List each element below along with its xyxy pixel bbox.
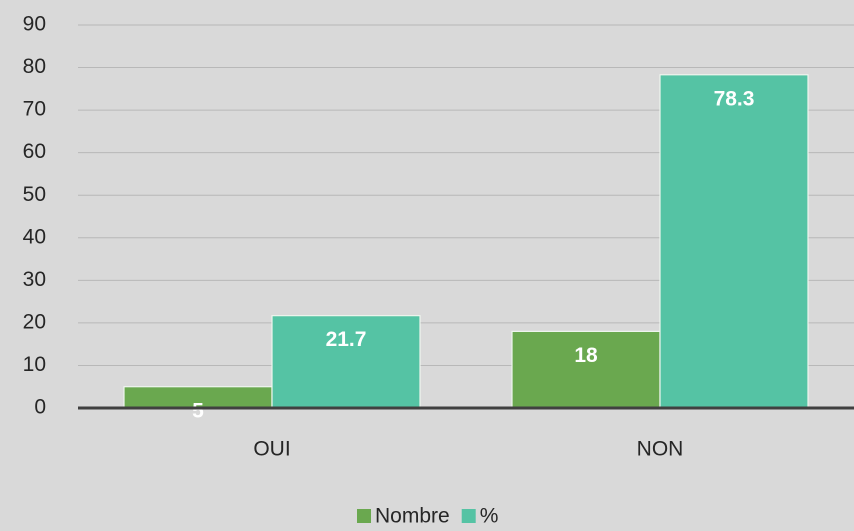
y-tick-label: 0: [34, 396, 46, 419]
y-tick-label: 90: [23, 13, 46, 36]
bar: [271, 315, 421, 409]
legend-swatch: [461, 509, 476, 523]
y-tick-label: 80: [23, 55, 46, 78]
legend-label: Nombre: [375, 505, 450, 528]
y-tick-label: 50: [23, 183, 46, 206]
x-tick-label: NON: [637, 438, 684, 461]
y-tick-label: 10: [23, 353, 46, 376]
y-tick-label: 40: [23, 225, 46, 248]
y-tick-label: 70: [23, 98, 46, 121]
bar: [511, 330, 661, 409]
data-label: 21.7: [326, 328, 367, 351]
y-tick-label: 20: [23, 310, 46, 333]
x-tick-label: OUI: [253, 438, 290, 461]
bar: [659, 74, 809, 409]
legend-swatch: [357, 509, 371, 523]
legend-label: %: [480, 505, 499, 528]
data-label: 5: [192, 399, 204, 422]
data-label: 78.3: [714, 87, 755, 110]
y-tick-label: 30: [23, 268, 46, 291]
y-tick-label: 60: [23, 140, 46, 163]
data-label: 18: [574, 344, 598, 367]
